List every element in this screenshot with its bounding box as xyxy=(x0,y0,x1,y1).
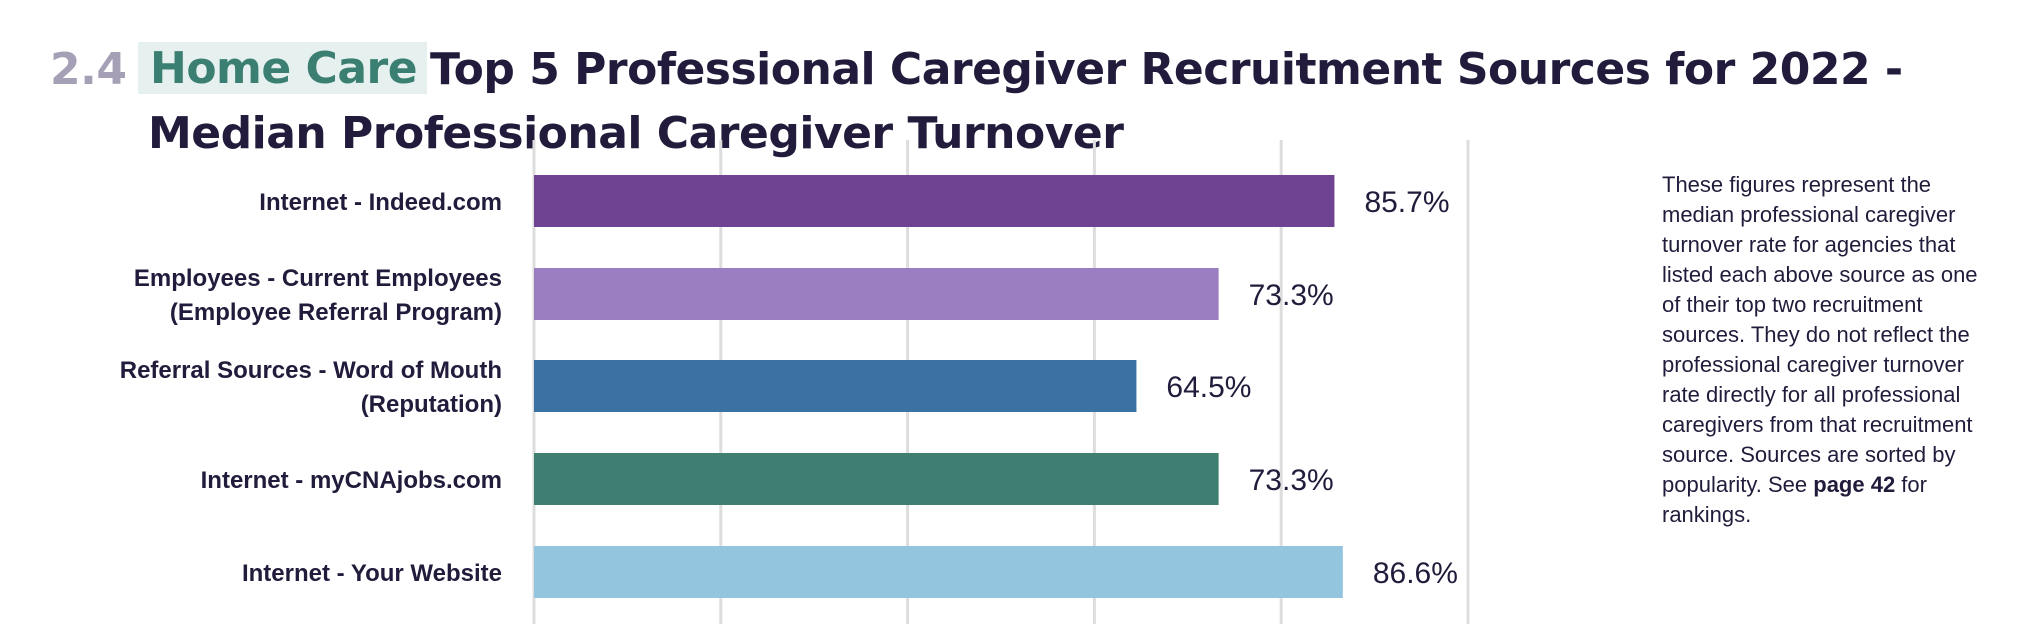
category-label: (Reputation) xyxy=(361,391,502,418)
category-label: Internet - myCNAjobs.com xyxy=(201,467,502,494)
bar xyxy=(534,360,1137,412)
note-page-ref: page 42 xyxy=(1813,472,1896,497)
category-label: Internet - Indeed.com xyxy=(259,189,502,216)
note-text: These figures represent the median profe… xyxy=(1662,172,1978,497)
note-text-end: for rankings. xyxy=(1662,472,1927,527)
category-label: Employees - Current Employees xyxy=(134,265,502,292)
value-label: 86.6% xyxy=(1373,557,1458,590)
category-labels: Internet - Indeed.com Employees - Current… xyxy=(120,189,502,587)
bar xyxy=(534,546,1343,598)
value-label: 85.7% xyxy=(1364,186,1449,219)
category-label: Referral Sources - Word of Mouth xyxy=(120,357,502,384)
category-label: (Employee Referral Program) xyxy=(170,299,502,326)
category-label: Internet - Your Website xyxy=(242,560,502,587)
chart-note: These figures represent the median profe… xyxy=(1662,170,1982,530)
value-labels: 85.7% 73.3% 64.5% 73.3% 86.6% xyxy=(1166,186,1457,590)
chart-title: Top 5 Professional Caregiver Recruitment… xyxy=(148,44,1903,159)
value-label: 64.5% xyxy=(1166,371,1251,404)
bars xyxy=(534,175,1343,598)
bar xyxy=(534,175,1335,227)
value-label: 73.3% xyxy=(1249,464,1334,497)
section-tag: Home Care xyxy=(138,42,428,94)
bar xyxy=(534,268,1219,320)
section-number: 2.4 xyxy=(50,44,127,95)
bar xyxy=(534,453,1219,505)
value-label: 73.3% xyxy=(1249,279,1334,312)
